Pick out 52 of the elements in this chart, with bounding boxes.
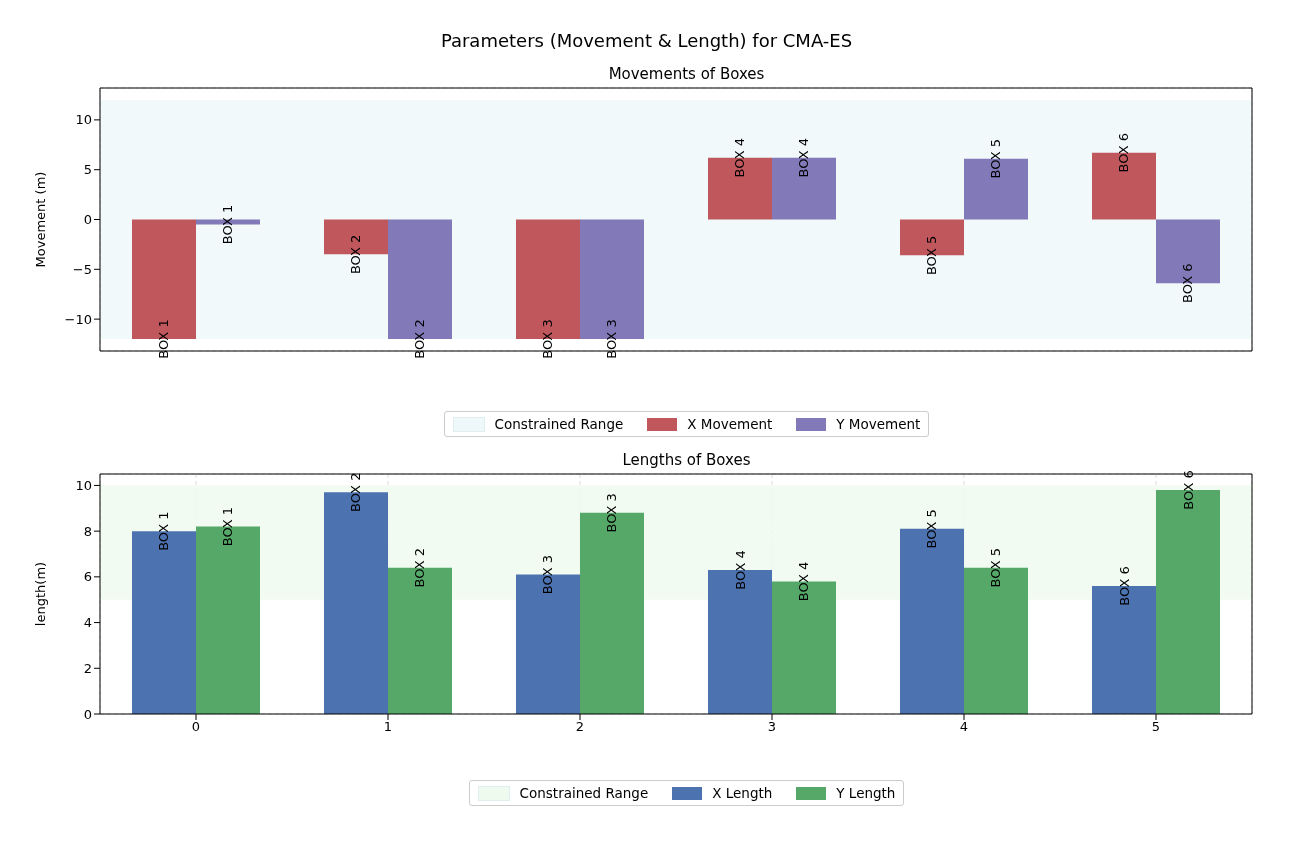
data-label: BOX 1 [156,511,172,551]
data-label: BOX 4 [732,550,748,590]
data-label: BOX 3 [604,493,620,533]
y-tick-label: 0 [83,212,92,228]
data-label: BOX 3 [540,319,556,359]
legend-label: Constrained Range [518,785,649,801]
data-label: BOX 1 [156,319,172,359]
y-tick-label: −10 [64,311,92,327]
x-tick-label: 3 [767,719,777,735]
y-tick-label: 8 [83,523,92,539]
y-tick-label: 10 [75,112,92,128]
data-label: BOX 5 [924,509,940,549]
y-tick-label: −5 [72,261,92,277]
y-tick-label: 4 [83,615,92,631]
legend-label: X Movement [686,416,773,432]
data-label: BOX 4 [796,561,812,602]
y-tick-label: 10 [75,478,92,494]
data-label: BOX 5 [988,548,1004,588]
legend-label: Y Movement [835,416,921,432]
data-label: BOX 6 [1180,263,1196,303]
legend-label: X Length [711,785,773,801]
chart-subtitle: Movements of Boxes [607,65,766,83]
chart-title: Parameters (Movement & Length) for CMA-ES [439,29,854,53]
data-label: BOX 5 [924,235,940,276]
x-tick-label: 5 [1151,719,1161,735]
x-tick-label: 1 [383,719,393,735]
data-label: BOX 5 [988,139,1004,179]
y-axis-title: Movement (m) [32,171,48,268]
data-label: BOX 1 [220,506,236,547]
legend-label: Y Length [835,785,896,801]
data-label: BOX 6 [1116,133,1132,173]
data-label: BOX 2 [348,234,364,275]
chart-subtitle: Lengths of Boxes [621,451,752,469]
y-axis-title: length(m) [32,561,48,627]
x-tick-label: 4 [959,719,969,735]
data-label: BOX 4 [732,138,748,178]
x-tick-label: 0 [191,719,201,735]
data-label: BOX 3 [540,554,556,595]
data-label: BOX 2 [412,548,428,588]
y-tick-label: 0 [83,706,92,722]
y-tick-label: 5 [83,162,92,178]
y-tick-label: 2 [83,660,92,676]
data-label: BOX 6 [1116,566,1132,606]
data-label: BOX 1 [220,204,236,245]
data-label: BOX 2 [412,319,428,359]
data-label: BOX 3 [604,319,620,359]
data-label: BOX 6 [1180,470,1196,510]
data-label: BOX 4 [796,138,812,178]
data-label: BOX 2 [348,472,364,512]
x-tick-label: 2 [575,719,585,735]
legend-label: Constrained Range [493,416,624,432]
y-tick-label: 6 [83,569,92,585]
